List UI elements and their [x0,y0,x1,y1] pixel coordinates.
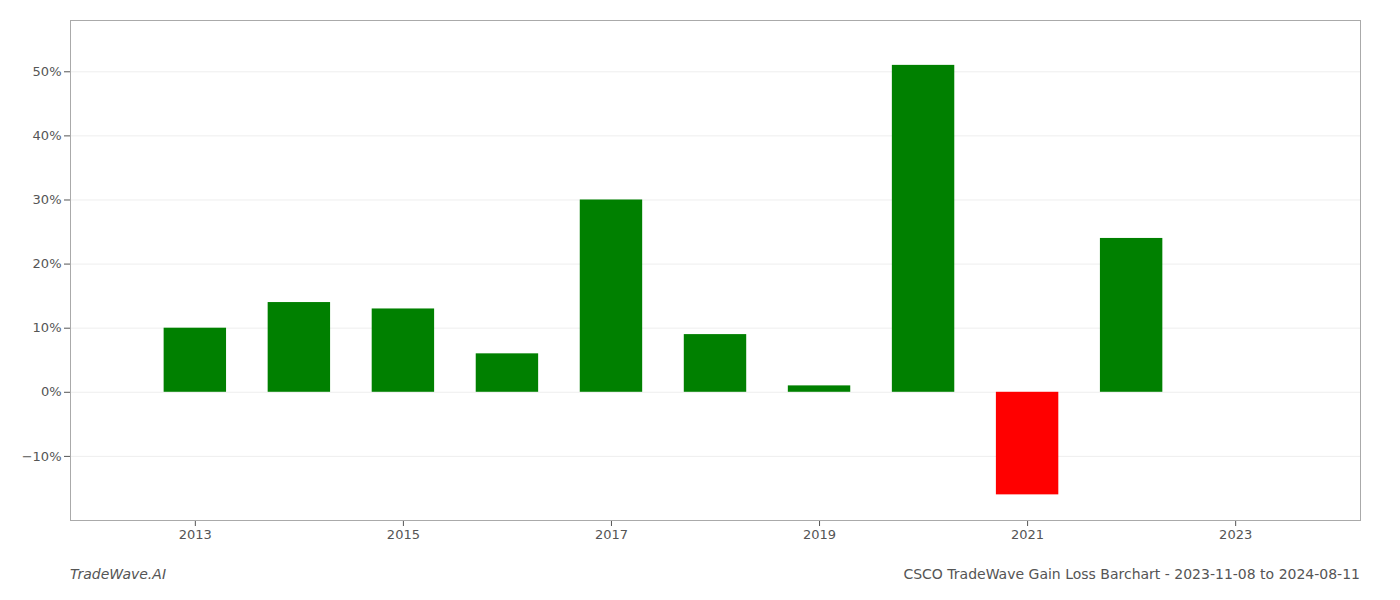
svg-text:10%: 10% [33,320,62,335]
svg-text:40%: 40% [33,128,62,143]
svg-text:20%: 20% [33,256,62,271]
svg-text:−10%: −10% [22,449,62,464]
svg-text:2021: 2021 [1011,527,1044,542]
svg-text:2015: 2015 [387,527,420,542]
svg-text:2023: 2023 [1219,527,1252,542]
svg-text:2019: 2019 [803,527,836,542]
svg-text:30%: 30% [33,192,62,207]
svg-text:2017: 2017 [595,527,628,542]
html-text:CSCO TradeWave Gain Loss Barch: CSCO TradeWave Gain Loss Barchart - 2023… [903,566,1360,582]
svg-text:2013: 2013 [179,527,212,542]
svg-text:50%: 50% [33,64,62,79]
svg-text:0%: 0% [41,384,62,399]
html-text:TradeWave.AI: TradeWave.AI [70,566,166,582]
